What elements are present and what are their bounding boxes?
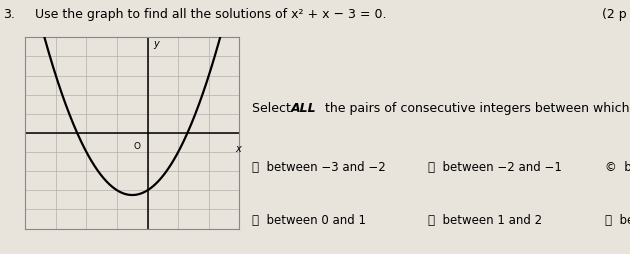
Text: Use the graph to find all the solutions of x² + x − 3 = 0.: Use the graph to find all the solutions … [35,8,386,21]
Text: 3.: 3. [3,8,15,21]
Text: Ⓐ  between −3 and −2: Ⓐ between −3 and −2 [252,160,386,173]
Text: the pairs of consecutive integers between which the roots are located.: the pairs of consecutive integers betwee… [321,102,630,115]
Text: ©  between −1 and 0: © between −1 and 0 [605,160,630,173]
Text: ⓓ  between 0 and 1: ⓓ between 0 and 1 [252,213,366,226]
Text: ⓕ  between 2 and 3: ⓕ between 2 and 3 [605,213,630,226]
Text: O: O [134,141,140,150]
Text: x: x [235,144,241,154]
Text: ALL: ALL [291,102,317,115]
Text: Select: Select [252,102,295,115]
Text: (2 p: (2 p [602,8,627,21]
Text: Ⓑ  between −2 and −1: Ⓑ between −2 and −1 [428,160,563,173]
Text: ⓔ  between 1 and 2: ⓔ between 1 and 2 [428,213,542,226]
Text: y: y [153,39,159,49]
